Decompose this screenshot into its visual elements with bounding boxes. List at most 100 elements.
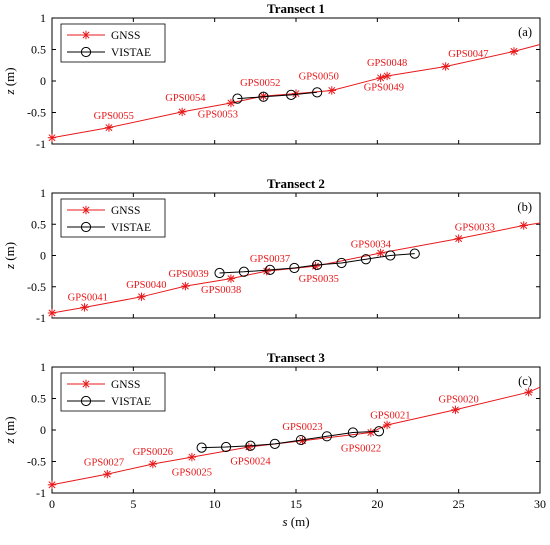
point-annotation: GPS0033	[455, 223, 495, 234]
point-annotation: GPS0022	[341, 443, 381, 454]
data-point-gnss-d2	[227, 275, 235, 283]
point-annotation: GPS0037	[250, 254, 290, 265]
y-tick-label: 0.5	[31, 217, 46, 231]
y-axis-unit: (m)	[2, 416, 17, 438]
y-tick-label: 0.5	[31, 392, 46, 406]
data-point-vistae	[347, 427, 359, 438]
series-line-gnss	[51, 44, 541, 139]
point-annotation: GPS0055	[94, 111, 134, 122]
legend-entry: VISTAE	[111, 222, 151, 234]
y-axis-unit: (m)	[2, 242, 17, 264]
data-point-gnss-d2	[383, 421, 391, 429]
series-gnss	[47, 221, 541, 318]
data-point-gnss-d2	[455, 235, 463, 243]
x-tick-label: 5	[130, 497, 136, 511]
point-annotation: GPS0027	[84, 457, 124, 468]
chart-panel-2: Transect 2 -1 -0.5 0 0.5 1 z (m) GPS0041 GPS0040…	[2, 176, 541, 325]
data-point-vistae	[196, 442, 207, 453]
legend-box	[60, 198, 166, 238]
point-annotation: GPS0025	[172, 467, 212, 478]
chart-title: Transect 1	[267, 1, 325, 16]
data-point-gnss-d2	[525, 388, 533, 396]
y-axis-variable: z	[2, 264, 17, 270]
point-annotation: GPS0049	[364, 82, 404, 93]
legend-box	[60, 23, 166, 63]
chart-panel-3: Transect 30 5 10 15 20 25 30-1-0.500.51z (m)s …	[2, 350, 546, 529]
panel-label: (b)	[517, 200, 532, 214]
data-point-gnss-d2	[137, 293, 145, 301]
legend-entry: GNSS	[111, 379, 140, 391]
x-tick-label: 20	[371, 497, 383, 511]
point-annotation: GPS0035	[299, 274, 339, 285]
x-axis-label: s (m)	[282, 514, 309, 529]
data-point-gnss-d2	[263, 267, 271, 275]
data-point-vistae	[336, 257, 347, 269]
panel-label: (c)	[518, 374, 532, 388]
panel-label: (a)	[518, 25, 532, 39]
point-annotation: GPS0050	[299, 72, 339, 83]
data-point-gnss-d2	[181, 282, 189, 290]
chart-title: Transect 3	[267, 350, 325, 365]
data-point-gnss-d2	[149, 460, 157, 468]
y-tick-label: 1	[40, 11, 46, 25]
data-point-vistae	[289, 262, 300, 274]
y-tick-label: -1	[36, 311, 46, 325]
data-point-vistae	[385, 250, 396, 261]
y-tick-label: -0.5	[27, 106, 46, 120]
y-tick-label: 0	[40, 423, 46, 437]
data-point-vistae	[264, 264, 276, 275]
data-point-gnss-d2	[81, 303, 89, 311]
legend: GNSS VISTAE	[60, 23, 166, 63]
data-point-vistae	[373, 426, 385, 437]
y-tick-label: 0	[40, 74, 46, 88]
point-annotation: GPS0048	[367, 58, 407, 69]
x-tick-label: 0	[49, 497, 55, 511]
point-annotation: GPS0024	[230, 457, 271, 468]
legend-marker-d2	[82, 206, 90, 214]
legend-marker	[80, 395, 92, 407]
data-point-gnss-d2	[442, 63, 450, 71]
point-annotation: GPS0047	[448, 49, 488, 60]
data-point-gnss-d2	[188, 453, 196, 461]
series-vistae	[196, 426, 385, 453]
legend-marker-d2	[82, 31, 90, 39]
chart-title: Transect 2	[267, 176, 325, 191]
point-annotation: GPS0039	[169, 269, 209, 280]
data-point-vistae	[220, 441, 232, 453]
data-point-gnss-d2	[377, 74, 385, 82]
y-axis-label: z (m)	[2, 416, 17, 444]
data-point-vistae	[295, 434, 306, 446]
legend-marker	[80, 46, 92, 58]
data-point-gnss-d2	[377, 249, 385, 257]
point-annotation: GPS0023	[282, 422, 322, 433]
data-point-gnss-d2	[383, 72, 391, 80]
y-tick-label: 0	[40, 249, 46, 263]
data-point-gnss-d2	[510, 47, 518, 55]
data-point-gnss-d2	[328, 86, 336, 94]
legend-entry: VISTAE	[111, 47, 151, 59]
y-tick-label: 1	[40, 186, 46, 200]
legend-entry: VISTAE	[111, 396, 151, 408]
legend: GNSS VISTAE	[60, 198, 166, 238]
series-line-vistae	[237, 91, 318, 100]
y-tick-label: -1	[36, 486, 46, 500]
data-point-vistae	[245, 440, 256, 451]
series-vistae	[232, 87, 323, 104]
point-annotation: GPS0038	[201, 285, 241, 296]
data-point-vistae	[312, 87, 323, 98]
y-tick-label: -0.5	[27, 280, 46, 294]
y-axis-variable: z	[2, 438, 17, 444]
y-tick-label: -1	[36, 137, 46, 151]
x-tick-label: 25	[453, 497, 465, 511]
x-tick-label: 10	[209, 497, 221, 511]
point-annotation: GPS0053	[198, 110, 238, 121]
point-annotation: GPS0021	[370, 411, 410, 422]
data-point-gnss-d2	[299, 437, 307, 445]
data-point-vistae	[409, 248, 420, 259]
data-point-gnss-d2	[178, 108, 186, 116]
data-point-gnss-d2	[105, 124, 113, 132]
data-point-vistae	[258, 91, 269, 102]
data-point-vistae	[312, 259, 323, 270]
x-axis-variable: s	[282, 514, 287, 529]
legend-entry: GNSS	[111, 30, 140, 42]
